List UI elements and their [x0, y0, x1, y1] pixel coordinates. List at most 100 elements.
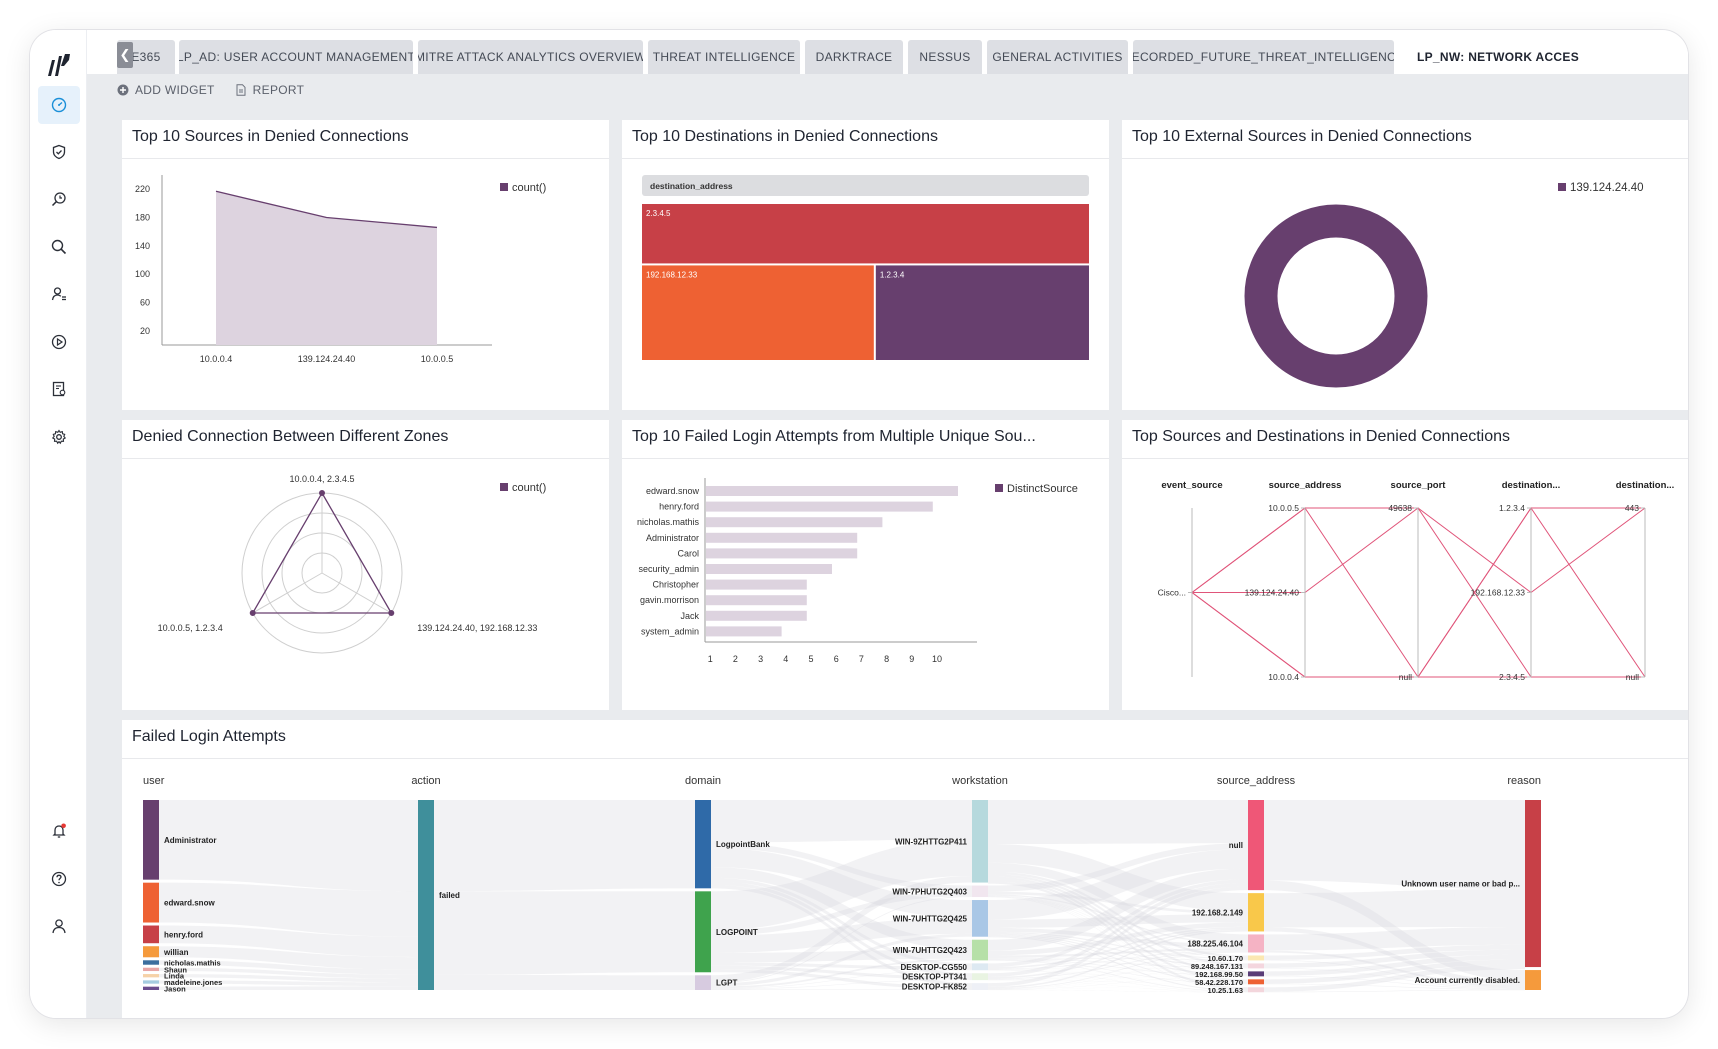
sankey-link [988, 958, 1248, 968]
nav-reports[interactable] [38, 370, 80, 408]
y-tick-label: 100 [135, 269, 150, 279]
sankey-link [988, 960, 1248, 980]
x-tick-label: 10.0.0.5 [421, 354, 454, 364]
sankey-node-label: 89.248.167.131 [1191, 962, 1243, 971]
sankey-node-label: LOGPOINT [716, 928, 758, 937]
nav-dashboard[interactable] [38, 86, 80, 124]
user-icon [52, 919, 66, 934]
nav-notifications[interactable] [38, 812, 80, 850]
tab-user-account-management[interactable]: LP_AD: USER ACCOUNT MANAGEMENT [179, 40, 413, 74]
sankey-link [711, 839, 972, 931]
sankey-node-label: LogpointBank [716, 840, 770, 849]
sankey-link [988, 958, 1248, 976]
sankey-node [1525, 970, 1541, 990]
sankey-link [988, 931, 1248, 960]
parallel-axis-title: destination... [1502, 480, 1561, 491]
document-icon [236, 84, 246, 96]
sankey-column-title: action [411, 775, 440, 787]
parallel-tick-label: 139.124.24.40 [1245, 588, 1300, 598]
bar [706, 532, 858, 543]
tab-network-access[interactable]: LP_NW: NETWORK ACCES [1399, 40, 1688, 74]
bell-icon [52, 823, 66, 838]
y-tick-label: security_admin [638, 564, 699, 574]
help-icon [51, 871, 67, 887]
treemap-cell [642, 265, 874, 360]
sankey-link [988, 878, 1248, 982]
nav-profile[interactable] [38, 907, 80, 945]
nav-search[interactable] [38, 228, 80, 266]
sankey-link [711, 965, 972, 980]
sankey-link [988, 926, 1248, 969]
sankey-node [972, 800, 988, 883]
nav-playbooks[interactable] [38, 323, 80, 361]
tab-general-activities[interactable]: GENERAL ACTIVITIES [987, 40, 1128, 74]
nav-user-activity[interactable] [38, 275, 80, 313]
sankey-link [159, 925, 418, 958]
sankey-node-label: henry.ford [164, 930, 203, 939]
y-tick-label: 60 [140, 298, 150, 308]
sankey-node [143, 967, 159, 972]
sankey-link [711, 800, 972, 843]
parallel-tick-label: 49638 [1388, 503, 1412, 513]
sankey-node-label: Jason [164, 984, 186, 993]
sankey-link [988, 914, 1248, 928]
sankey-link [988, 844, 1248, 912]
bar [706, 610, 807, 621]
nav-help[interactable] [38, 860, 80, 898]
sankey-node-label: WIN-9ZHTTG2P411 [895, 837, 968, 846]
sankey-link [988, 882, 1248, 977]
sankey-link [988, 948, 1248, 958]
sankey-link [711, 896, 972, 984]
nav-settings[interactable] [38, 418, 80, 456]
sankey-link [988, 975, 1248, 980]
y-tick-label: Administrator [646, 533, 699, 543]
tab-threat-intelligence[interactable]: THREAT INTELLIGENCE [648, 40, 800, 74]
report-button[interactable]: REPORT [235, 83, 305, 97]
nav-incidents[interactable] [38, 133, 80, 171]
search-icon [51, 239, 67, 255]
sankey-link [988, 980, 1248, 993]
sankey-link [988, 976, 1248, 990]
y-tick-label: Jack [680, 611, 699, 621]
sankey-node [143, 986, 159, 990]
sankey-link [988, 928, 1248, 979]
tab-recorded-future[interactable]: RECORDED_FUTURE_THREAT_INTELLIGENCE [1133, 40, 1394, 74]
area-chart: 20 60 100 140 180 220 10.0.0.4 139.124.24.40 10.… [135, 175, 546, 364]
report-label: REPORT [252, 83, 305, 97]
parallel-axis-title: event_source [1161, 480, 1222, 491]
sankey-link [711, 969, 972, 989]
tab-mitre-attack[interactable]: MITRE ATTACK ANALYTICS OVERVIEW [418, 40, 643, 74]
sankey-node [1248, 934, 1264, 953]
sankey-link [988, 927, 1248, 949]
sankey-node-label: Linda [164, 972, 185, 981]
radar-point [388, 610, 395, 616]
gear-icon [51, 429, 67, 445]
shield-icon [52, 144, 66, 160]
sankey-link [988, 879, 1248, 968]
x-tick-label: 8 [884, 654, 889, 664]
legend-swatch [995, 484, 1003, 492]
sankey-node-label: 192.168.2.149 [1192, 908, 1244, 917]
x-tick-label: 10 [932, 654, 942, 664]
tab-nessus[interactable]: NESSUS [908, 40, 982, 74]
chevron-left-icon[interactable]: ❮ [117, 42, 133, 68]
sankey-link [988, 969, 1248, 976]
y-tick-label: 220 [135, 184, 150, 194]
tab-darktrace[interactable]: DARKTRACE [805, 40, 903, 74]
add-widget-button[interactable]: ADD WIDGET [117, 83, 215, 97]
legend-label: count() [512, 482, 546, 494]
sankey-link [711, 949, 972, 963]
treemap-header [642, 175, 1089, 196]
dashboard-tabs: E365 ❮ LP_AD: USER ACCOUNT MANAGEMENT MI… [87, 30, 1688, 74]
sankey-link [159, 974, 418, 983]
sankey-link [988, 922, 1248, 956]
sankey-node-label: willian [163, 948, 189, 957]
sankey-link [988, 959, 1248, 970]
parallel-tick-label: 1.2.3.4 [1499, 503, 1525, 513]
y-tick-label: 140 [135, 241, 150, 251]
sankey-link [1264, 889, 1525, 928]
x-tick-label: 3 [758, 654, 763, 664]
sankey-node [1248, 893, 1264, 932]
nav-search-history[interactable] [38, 180, 80, 218]
sankey-node [695, 891, 711, 973]
